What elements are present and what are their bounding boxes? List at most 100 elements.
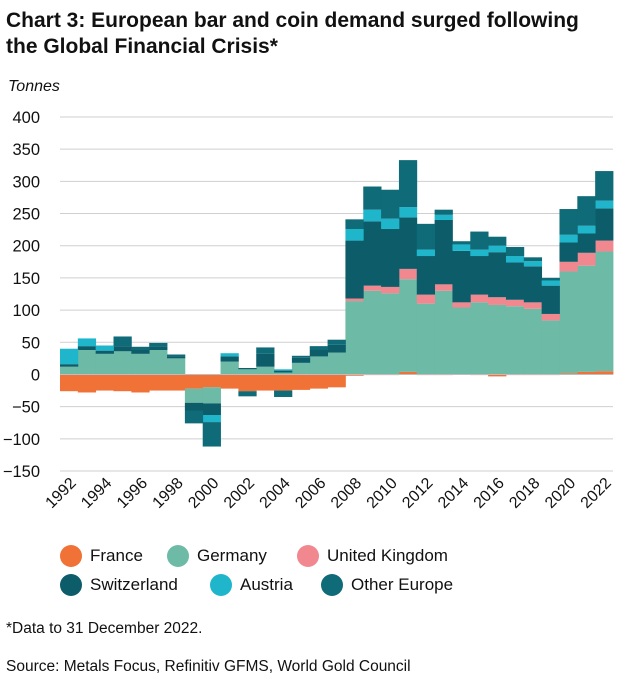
x-tick-label: 2004 bbox=[257, 475, 294, 512]
bar-segment bbox=[184, 374, 204, 389]
bar-segment bbox=[184, 402, 204, 411]
legend-item-united-kingdom: United Kingdom bbox=[297, 545, 448, 567]
bar-segment bbox=[577, 196, 596, 226]
bar-segment bbox=[309, 356, 328, 375]
bar-segment bbox=[291, 374, 311, 390]
bar-segment bbox=[559, 209, 578, 235]
bar-segment bbox=[595, 240, 614, 252]
bar-segment bbox=[309, 374, 328, 389]
y-axis-label: Tonnes bbox=[8, 78, 60, 95]
bar-segment bbox=[327, 374, 346, 388]
bar-segment bbox=[60, 348, 79, 365]
bar-segment bbox=[274, 390, 293, 397]
bar-segment bbox=[505, 256, 525, 263]
bar-segment bbox=[202, 387, 221, 404]
bar-segment bbox=[381, 293, 400, 375]
bar-segment bbox=[416, 256, 436, 295]
bar-segment bbox=[238, 374, 257, 392]
bar-segment bbox=[577, 252, 596, 266]
legend-swatch-other-europe bbox=[321, 574, 343, 596]
bar-segment bbox=[274, 369, 293, 371]
bar-segment bbox=[345, 301, 364, 375]
bar-segment bbox=[595, 171, 614, 201]
bar-segment bbox=[541, 285, 560, 314]
bar-segment bbox=[77, 374, 97, 393]
bar-segment bbox=[541, 277, 560, 281]
bar-segment bbox=[77, 338, 97, 347]
bar-segment bbox=[523, 261, 543, 267]
bar-segment bbox=[256, 374, 275, 391]
y-tick-label: 350 bbox=[12, 141, 40, 159]
legend-label-france: France bbox=[90, 546, 143, 565]
bar-segment bbox=[381, 218, 400, 229]
bar-segment bbox=[559, 271, 578, 374]
bar-segment bbox=[434, 284, 453, 291]
legend-label-switzerland: Switzerland bbox=[90, 575, 178, 594]
bar-segment bbox=[309, 349, 328, 357]
bar-segment bbox=[452, 244, 471, 251]
bar-segment bbox=[220, 356, 239, 362]
bar-segment bbox=[256, 353, 275, 367]
bar-segment bbox=[149, 374, 168, 391]
bar-segment bbox=[595, 371, 614, 375]
bar-segment bbox=[559, 373, 578, 375]
bar-segment bbox=[184, 410, 204, 424]
legend-swatch-france bbox=[60, 545, 82, 567]
bar-segment bbox=[363, 209, 382, 222]
bar-segment bbox=[60, 366, 79, 375]
bar-segment bbox=[470, 302, 489, 375]
bar-segment bbox=[256, 347, 275, 354]
bar-segment bbox=[398, 279, 418, 372]
bar-segment bbox=[167, 356, 186, 359]
x-tick-label: 1992 bbox=[43, 475, 80, 512]
bar-segment bbox=[488, 304, 507, 375]
x-tick-label: 1994 bbox=[78, 475, 115, 512]
legend-swatch-united-kingdom bbox=[297, 545, 319, 567]
bar-segment bbox=[60, 374, 79, 392]
bar-segment bbox=[95, 350, 114, 354]
bar-segment bbox=[523, 308, 543, 375]
bar-segment bbox=[452, 302, 471, 308]
bar-segment bbox=[488, 245, 507, 253]
legend-label-united-kingdom: United Kingdom bbox=[327, 546, 448, 565]
bar-segment bbox=[363, 221, 382, 286]
y-tick-label: 200 bbox=[12, 238, 40, 256]
x-tick-label: 2010 bbox=[364, 475, 401, 512]
bar-segment bbox=[95, 374, 114, 391]
bar-segment bbox=[559, 242, 578, 262]
y-tick-label: 400 bbox=[12, 109, 40, 127]
bar-segment bbox=[452, 307, 471, 375]
bar-segment bbox=[559, 261, 578, 272]
bar-segment bbox=[363, 186, 382, 210]
bar-segment bbox=[345, 219, 364, 229]
bar-segment bbox=[345, 240, 364, 299]
bar-segment bbox=[416, 223, 436, 250]
legend-label-germany: Germany bbox=[197, 546, 267, 565]
y-tick-label: −100 bbox=[3, 431, 40, 449]
bar-segment bbox=[113, 374, 132, 392]
bar-segment bbox=[381, 228, 400, 287]
footnote: *Data to 31 December 2022. bbox=[6, 620, 203, 637]
bar-segment bbox=[541, 313, 560, 321]
bar-segment bbox=[220, 374, 239, 389]
bar-segment bbox=[238, 369, 257, 375]
bar-segment bbox=[488, 252, 507, 298]
bar-segment bbox=[505, 262, 525, 300]
bar-segment bbox=[149, 346, 168, 350]
bar-segment bbox=[274, 374, 293, 391]
bar-segment bbox=[505, 247, 525, 257]
bar-segment bbox=[363, 285, 382, 291]
y-tick-label: 150 bbox=[12, 270, 40, 288]
bar-segment bbox=[434, 214, 453, 220]
x-tick-label: 2014 bbox=[435, 475, 472, 512]
bar-segment bbox=[77, 346, 97, 350]
bar-segment bbox=[167, 374, 186, 391]
bar-segment bbox=[291, 357, 311, 363]
bar-segment bbox=[541, 280, 560, 286]
x-tick-label: 2018 bbox=[506, 475, 543, 512]
bar-segment bbox=[220, 361, 239, 375]
source-note: Source: Metals Focus, Refinitiv GFMS, Wo… bbox=[6, 658, 411, 675]
legend-label-other-europe: Other Europe bbox=[351, 575, 454, 594]
bar-segment bbox=[523, 266, 543, 303]
bar-segment bbox=[131, 349, 150, 354]
